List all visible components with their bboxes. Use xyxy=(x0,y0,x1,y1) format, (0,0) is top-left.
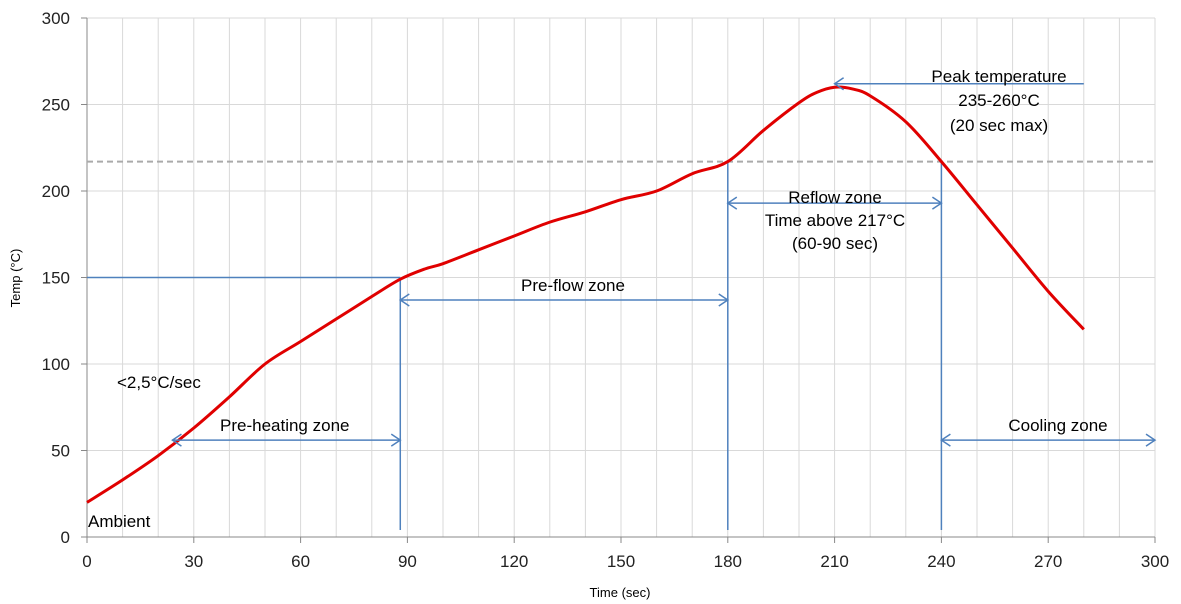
ambient-label: Ambient xyxy=(88,512,151,531)
peak-temp-label: Peak temperature xyxy=(931,67,1066,86)
y-tick-label: 0 xyxy=(61,528,70,547)
x-tick-label: 270 xyxy=(1034,552,1062,571)
x-tick-label: 0 xyxy=(82,552,91,571)
reflow-arrowhead-left xyxy=(726,196,738,210)
x-tick-label: 90 xyxy=(398,552,417,571)
x-tick-label: 240 xyxy=(927,552,955,571)
pre-flow-arrowhead-right xyxy=(718,293,730,307)
y-axis-label: Temp (°C) xyxy=(8,249,23,308)
preflow-zone-label: Pre-flow zone xyxy=(521,276,625,295)
y-tick-label: 50 xyxy=(51,442,70,461)
cooling-arrowhead-right xyxy=(1145,433,1157,447)
x-axis-label: Time (sec) xyxy=(590,585,651,600)
grid xyxy=(87,17,1156,537)
x-tick-label: 60 xyxy=(291,552,310,571)
temperature-curve xyxy=(86,85,1085,504)
pre-flow-arrowhead-left xyxy=(398,293,410,307)
series-layer xyxy=(86,85,1085,504)
x-tick-label: 180 xyxy=(714,552,742,571)
x-tick-label: 210 xyxy=(820,552,848,571)
pre-heating-arrowhead-left xyxy=(171,433,182,447)
y-tick-label: 300 xyxy=(42,9,70,28)
peak-duration-label: (20 sec max) xyxy=(950,116,1048,135)
zone-arrows xyxy=(171,77,1157,447)
x-tick-label: 300 xyxy=(1141,552,1169,571)
y-tick-label: 150 xyxy=(42,269,70,288)
cooling-arrowhead-left xyxy=(940,433,951,447)
x-tick-label: 120 xyxy=(500,552,528,571)
ramp-rate-label: <2,5°C/sec xyxy=(117,373,201,392)
peak-range-label: 235-260°C xyxy=(958,91,1039,110)
x-tick-label: 150 xyxy=(607,552,635,571)
reflow-arrowhead-right xyxy=(931,196,943,210)
reflow-zone-label: Reflow zone xyxy=(788,188,882,207)
y-tick-label: 100 xyxy=(42,355,70,374)
x-tick-label: 30 xyxy=(184,552,203,571)
peak-arrowhead xyxy=(833,77,845,91)
cooling-zone-label: Cooling zone xyxy=(1008,416,1107,435)
reflow-duration-label: (60-90 sec) xyxy=(792,234,878,253)
y-tick-label: 200 xyxy=(42,182,70,201)
reflow-time-label: Time above 217°C xyxy=(765,211,905,230)
zone-guides xyxy=(87,160,1155,530)
y-tick-label: 250 xyxy=(42,96,70,115)
preheating-zone-label: Pre-heating zone xyxy=(220,416,349,435)
pre-heating-arrowhead-right xyxy=(390,433,402,447)
